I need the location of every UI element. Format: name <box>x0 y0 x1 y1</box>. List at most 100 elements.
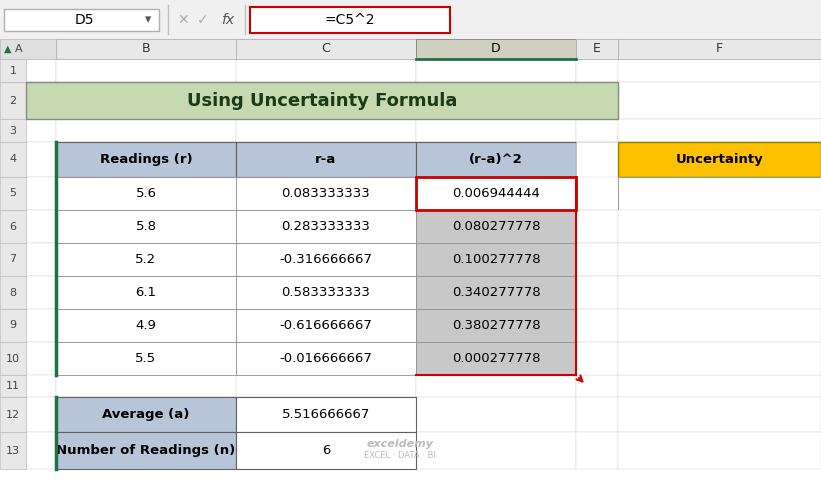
Text: Uncertainty: Uncertainty <box>676 153 764 166</box>
Bar <box>236 82 416 119</box>
Bar <box>576 142 618 177</box>
Bar <box>576 243 618 276</box>
Bar <box>56 276 236 309</box>
Bar <box>618 210 821 243</box>
Bar <box>236 342 416 375</box>
Text: EXCEL · DATA · BI: EXCEL · DATA · BI <box>364 452 436 461</box>
Bar <box>56 59 236 82</box>
Bar <box>56 309 236 342</box>
Bar <box>0 210 26 243</box>
Bar <box>416 210 576 243</box>
Text: D5: D5 <box>74 13 94 27</box>
Text: F: F <box>716 42 723 55</box>
Bar <box>0 0 821 39</box>
Text: 0.006944444: 0.006944444 <box>452 187 540 200</box>
Text: -0.316666667: -0.316666667 <box>279 253 373 266</box>
Bar <box>576 309 618 342</box>
Text: 6: 6 <box>322 444 330 457</box>
Bar <box>576 119 618 142</box>
Text: 6.1: 6.1 <box>135 286 157 299</box>
Bar <box>618 142 821 177</box>
Bar <box>416 276 576 309</box>
Text: 2: 2 <box>9 95 16 105</box>
Bar <box>576 142 618 177</box>
Bar <box>56 177 236 210</box>
Text: =C5^2: =C5^2 <box>325 13 375 27</box>
Bar <box>56 119 236 142</box>
Bar <box>576 432 618 469</box>
Bar <box>416 309 576 342</box>
Bar <box>236 309 416 342</box>
Bar <box>26 342 56 375</box>
Bar <box>236 243 416 276</box>
Text: 5.6: 5.6 <box>135 187 157 200</box>
Bar <box>618 243 821 276</box>
Bar <box>56 142 236 177</box>
Bar <box>236 59 416 82</box>
Bar <box>618 59 821 82</box>
Bar <box>416 432 576 469</box>
Text: ✕: ✕ <box>177 13 189 27</box>
Text: r-a: r-a <box>315 153 337 166</box>
Bar <box>618 119 821 142</box>
Bar <box>0 432 26 469</box>
Bar <box>56 142 236 177</box>
Bar <box>26 59 56 82</box>
Text: 5.2: 5.2 <box>135 253 157 266</box>
Text: Average (a): Average (a) <box>103 408 190 421</box>
Bar <box>56 342 236 375</box>
Bar <box>576 39 618 59</box>
Bar <box>618 142 821 177</box>
Bar <box>26 309 56 342</box>
Bar <box>0 59 26 82</box>
Bar <box>26 432 56 469</box>
Bar <box>618 432 821 469</box>
Bar <box>618 397 821 432</box>
Bar <box>0 309 26 342</box>
Bar <box>56 243 236 276</box>
Bar <box>56 342 236 375</box>
Bar <box>236 243 416 276</box>
Bar <box>56 397 236 432</box>
Bar <box>236 119 416 142</box>
Text: B: B <box>142 42 150 55</box>
Bar <box>56 39 236 59</box>
Bar <box>618 342 821 375</box>
Text: ▲: ▲ <box>4 44 11 54</box>
Text: exceldemy: exceldemy <box>366 439 433 449</box>
Bar <box>0 397 26 432</box>
Bar <box>416 39 576 59</box>
Bar <box>56 432 236 469</box>
Bar <box>576 59 618 82</box>
Bar <box>576 309 618 342</box>
Text: 0.340277778: 0.340277778 <box>452 286 540 299</box>
Text: 3: 3 <box>10 125 16 136</box>
Bar <box>416 119 576 142</box>
Bar <box>236 276 416 309</box>
Bar <box>236 375 416 397</box>
Bar <box>416 342 576 375</box>
Bar <box>416 82 576 119</box>
Bar <box>576 210 618 243</box>
Text: 1: 1 <box>10 66 16 76</box>
Bar <box>576 342 618 375</box>
Text: 8: 8 <box>9 287 16 297</box>
Text: 0.583333333: 0.583333333 <box>282 286 370 299</box>
Text: 13: 13 <box>6 446 20 456</box>
Bar <box>56 375 236 397</box>
Bar <box>56 82 236 119</box>
Bar <box>576 397 618 432</box>
Text: fx: fx <box>222 13 235 27</box>
Bar <box>416 177 576 210</box>
Bar <box>26 177 56 210</box>
Bar <box>618 375 821 397</box>
Bar <box>236 276 416 309</box>
Bar <box>0 243 26 276</box>
Bar <box>0 276 26 309</box>
Bar <box>4 9 159 31</box>
Bar <box>236 397 416 432</box>
Text: 4.9: 4.9 <box>135 319 157 332</box>
Text: (r-a)^2: (r-a)^2 <box>469 153 523 166</box>
Text: 0.000277778: 0.000277778 <box>452 352 540 365</box>
Bar <box>26 82 56 119</box>
